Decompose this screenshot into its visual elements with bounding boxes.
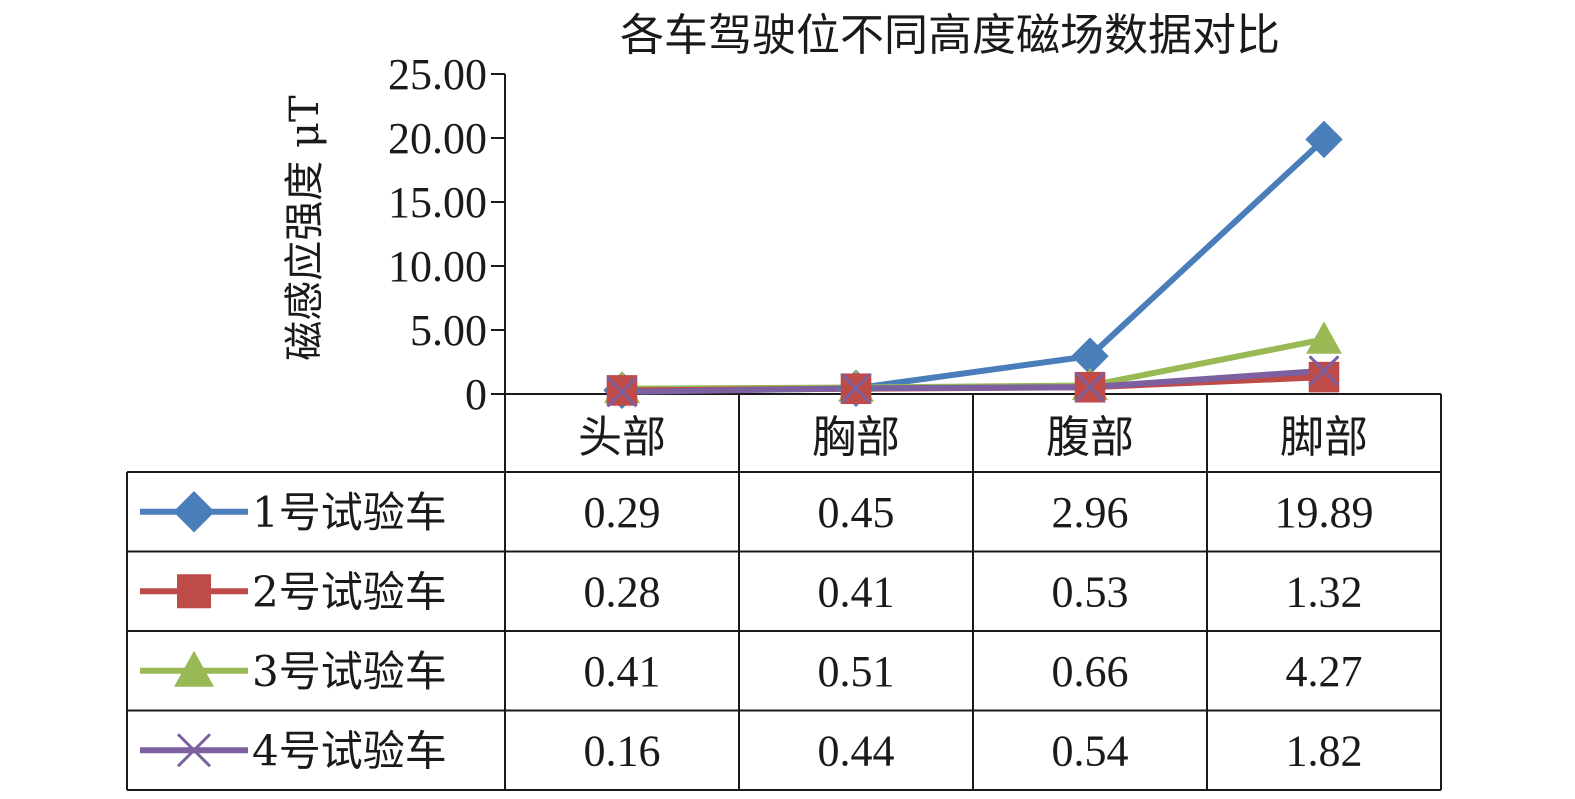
series-name: 4号试验车 <box>252 726 447 775</box>
y-tick-label: 10.00 <box>388 242 487 291</box>
series-markers <box>603 120 1343 409</box>
chart-title: 各车驾驶位不同高度磁场数据对比 <box>620 10 1280 61</box>
table-cell-value: 0.41 <box>818 567 895 616</box>
legend-marker <box>173 491 215 533</box>
table-cell-value: 0.53 <box>1052 567 1129 616</box>
series-name: 2号试验车 <box>252 567 447 616</box>
series-line <box>621 367 1325 395</box>
table-cell-value: 4.27 <box>1286 647 1363 696</box>
y-tick-label: 25.00 <box>388 50 487 99</box>
table-cell-value: 0.28 <box>584 567 661 616</box>
legend-marker <box>176 733 212 768</box>
y-tick-label: 20.00 <box>388 114 487 163</box>
table-cell-value: 0.41 <box>584 647 661 696</box>
x-category-label: 头部 <box>578 412 666 463</box>
y-tick-label: 15.00 <box>388 178 487 227</box>
legend-marker <box>174 650 214 687</box>
table-cell-value: 0.66 <box>1052 647 1129 696</box>
series-name: 3号试验车 <box>252 647 447 696</box>
table-cell-value: 2.96 <box>1052 488 1129 537</box>
series-lines <box>621 137 1327 395</box>
x-category-label: 腹部 <box>1046 412 1134 463</box>
data-point <box>1306 321 1342 354</box>
table-cell-value: 1.82 <box>1286 726 1363 775</box>
series-line <box>621 137 1327 394</box>
table-cell-value: 0.16 <box>584 726 661 775</box>
table-cell-value: 0.51 <box>818 647 895 696</box>
data-point <box>1074 371 1106 403</box>
y-axis-title: 磁感应强度 μT <box>282 95 328 361</box>
x-category-label: 胸部 <box>812 412 900 463</box>
table-cell-value: 0.54 <box>1052 726 1129 775</box>
x-category-label: 脚部 <box>1280 412 1368 463</box>
table-cell-value: 0.45 <box>818 488 895 537</box>
table-cell-value: 0.29 <box>584 488 661 537</box>
data-point <box>1308 361 1340 393</box>
y-tick-label: 0 <box>465 370 487 419</box>
table-cell-value: 19.89 <box>1275 488 1374 537</box>
data-table: 头部 胸部 腹部 脚部 1号试验车 0.29 0.45 2.96 19.89 2号试验车 0.28 0… <box>126 393 1442 791</box>
table-cell-value: 1.32 <box>1286 567 1363 616</box>
data-point <box>1305 120 1343 159</box>
table-cell-value: 0.44 <box>818 726 895 775</box>
data-point <box>606 376 638 408</box>
y-axis: 0 5.00 10.00 15.00 20.00 25.00 <box>388 50 506 419</box>
series-name: 1号试验车 <box>252 488 447 537</box>
data-point <box>840 372 872 404</box>
data-point <box>1308 355 1340 387</box>
y-tick-label: 5.00 <box>410 306 487 355</box>
legend-marker <box>177 574 211 609</box>
